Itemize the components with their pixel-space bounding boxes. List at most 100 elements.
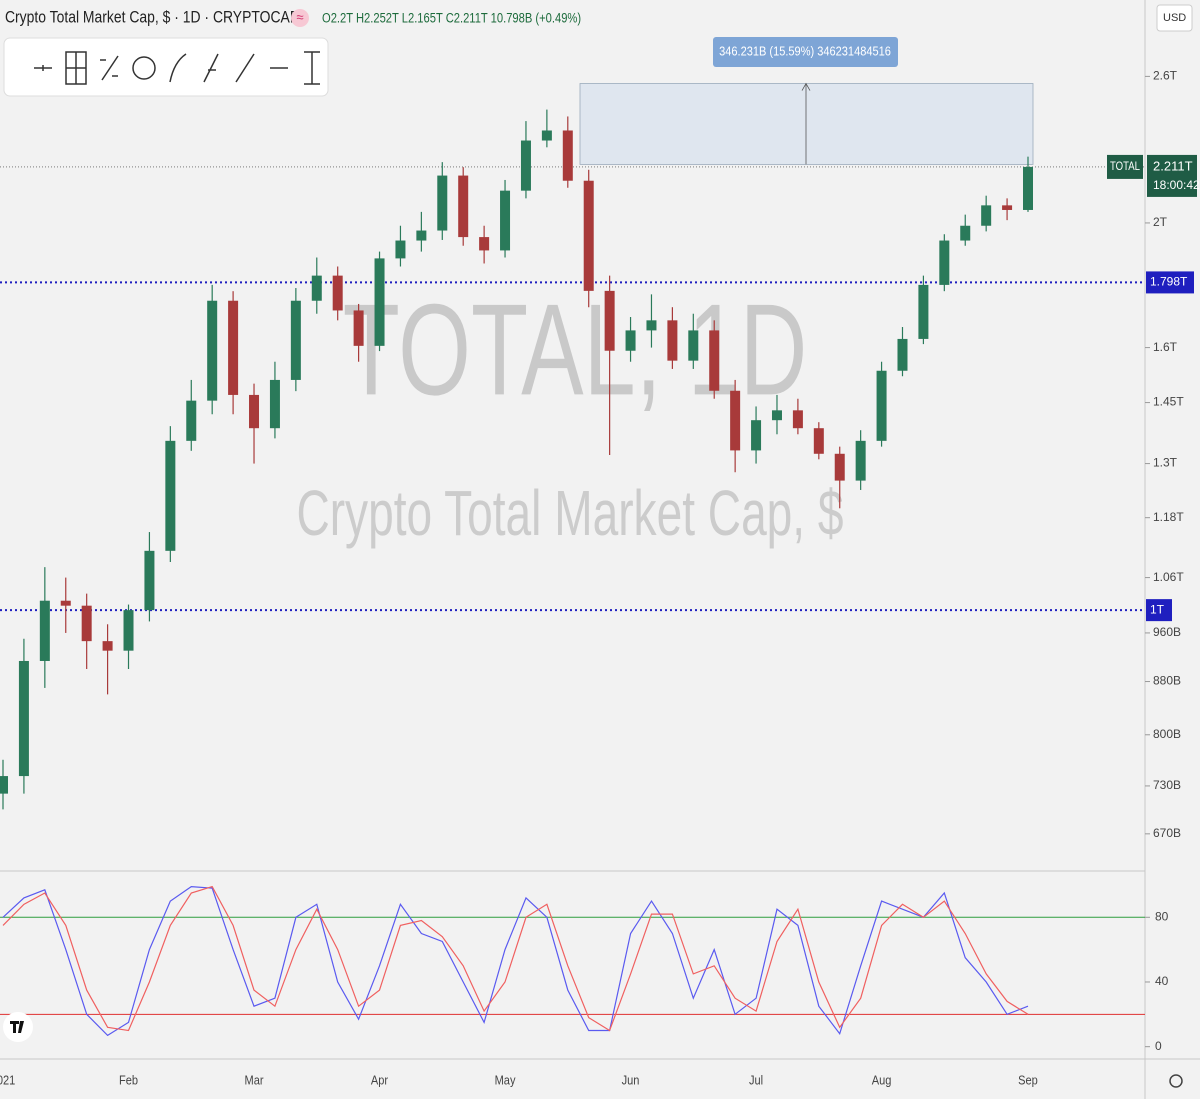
y-tick-label: 0 [1155,1039,1162,1053]
candle-body [604,290,615,351]
candle-body [730,390,741,451]
candle-body [458,175,469,238]
candle-body [981,205,992,226]
watermark-name: Crypto Total Market Cap, $ [296,478,843,549]
candle-body [416,230,427,241]
candle-body [332,275,343,311]
currency-button[interactable]: USD [1156,4,1193,32]
measure-label-box [713,37,898,67]
logo [3,1012,33,1042]
y-tick-label: 1.45T [1153,395,1184,409]
last-price-label: 2.211T [1153,158,1193,173]
candle-body [583,180,594,291]
y-tick-label: 960B [1153,625,1181,639]
horizontal-line-label-box [1146,271,1194,294]
x-tick-label: May [495,1073,516,1088]
candle-body [1002,205,1013,210]
ohlc-values: O2.2T H2.252T L2.165T C2.211T 10.798B (+… [322,11,581,26]
candle-body [625,330,636,351]
y-tick-label: 880B [1153,674,1181,688]
measure-arrowhead [801,82,811,91]
toolbar [3,37,329,97]
candle-body [60,600,71,606]
currency-box[interactable] [1156,4,1193,32]
y-tick-label: 1.6T [1153,340,1178,354]
y-tick-label: 730B [1153,778,1181,792]
candle-body [374,258,385,346]
candle-body [646,320,657,331]
currency-label[interactable]: USD [1163,12,1186,24]
x-tick-label: Mar [245,1073,264,1088]
candle-body [897,338,908,371]
y-tick-label: 1.3T [1153,456,1178,470]
candle-body [102,641,113,651]
candle-body [709,330,720,391]
y-tick-label: 670B [1153,826,1181,840]
measure-label: 346.231B (15.59%) 346231484516 [719,44,891,59]
candle-body [165,440,176,551]
y-tick-label: 2.6T [1153,69,1178,83]
horizontal-line-label: 1.798T [1150,275,1188,289]
chart-title: Crypto Total Market Cap, $ · 1D · CRYPTO… [5,8,299,27]
oscillator-line [2,885,1029,1037]
logo-circle [3,1012,33,1042]
tool-horizontal-ray[interactable] [34,65,52,71]
candle-body [437,175,448,231]
candle-body [688,330,699,361]
measure-area [579,83,1034,165]
x-tick-label: Sep [1018,1073,1038,1088]
tool-measure[interactable] [65,51,87,85]
x-tick-label: Jul [749,1073,763,1088]
watermark-symbol: TOTAL, 1D [343,277,808,423]
tool-lines[interactable] [100,55,119,81]
candle-body [311,275,322,301]
candle-body [353,310,364,346]
y-tick-label: 1.06T [1153,570,1184,584]
candle-body [395,240,406,259]
horizontal-line-label-box [1146,599,1172,622]
symbol-label: TOTAL [1110,160,1140,173]
tool-trend[interactable] [235,53,255,83]
candle-body [960,225,971,241]
candle-body [541,130,552,141]
candle-body [144,550,155,611]
y-tick-label: 800B [1153,727,1181,741]
logo-glyph [10,1021,24,1033]
candle-body [18,660,29,777]
candle-body [123,610,134,651]
candle-body [834,453,845,481]
candle-body [918,284,929,339]
y-tick-label: 40 [1155,974,1169,988]
tool-parallel[interactable] [203,53,219,83]
candle-body [207,300,218,401]
candle-body [500,190,511,251]
status-icon[interactable] [291,9,309,27]
y-tick-label: 2T [1153,215,1168,229]
x-tick-label: 2021 [0,1073,16,1088]
candle-body [939,240,950,285]
candle-body [520,140,531,191]
tool-range[interactable] [304,51,320,85]
tool-curve[interactable] [169,53,187,83]
candle-body [39,600,50,661]
countdown: 18:00:42 [1153,178,1200,192]
x-tick-label: Aug [872,1073,892,1088]
candle-body [249,394,260,429]
last-price-box [1147,154,1197,197]
candle-body [562,130,573,181]
candle-body [186,400,197,441]
candle-body [876,370,887,441]
y-tick-label: 80 [1155,909,1169,923]
oscillator-line [2,885,1029,1032]
status-icon-glyph: ≈ [296,9,303,24]
tool-ellipse[interactable] [132,56,156,80]
candle-body [269,379,280,429]
candle-body [855,440,866,481]
candle-body [751,420,762,451]
candle-body [479,237,490,251]
x-tick-label: Jun [622,1073,640,1088]
watermark: TOTAL, 1D Crypto Total Market Cap, $ [296,277,843,548]
settings-icon[interactable] [1169,1074,1183,1088]
